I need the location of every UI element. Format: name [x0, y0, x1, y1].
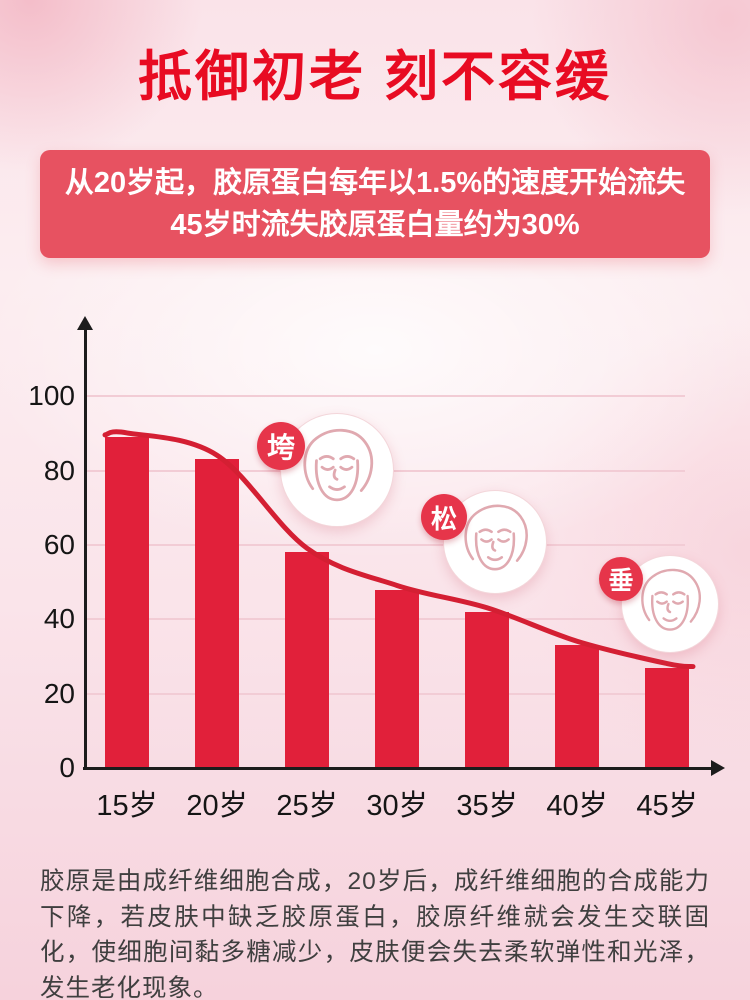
bar-30岁 — [375, 589, 419, 768]
x-tick-label-20岁: 20岁 — [186, 790, 248, 823]
x-tick-label-45岁: 45岁 — [636, 790, 698, 823]
y-tick-label-40: 40 — [43, 603, 75, 635]
x-tick-label-40岁: 40岁 — [546, 790, 608, 823]
bar-20岁 — [195, 459, 239, 768]
claim-banner: 从20岁起，胶原蛋白每年以1.5%的速度开始流失 45岁时流失胶原蛋白量约为30… — [40, 150, 710, 259]
y-tick-label-100: 100 — [28, 380, 75, 412]
claim-banner-line2: 45岁时流失胶原蛋白量约为30% — [170, 209, 580, 242]
page-title: 抵御初老 刻不容缓 — [137, 47, 612, 107]
x-axis — [83, 766, 713, 770]
y-tick-label-0: 0 — [59, 752, 75, 784]
gridline-100 — [85, 395, 685, 398]
y-axis-arrow-icon — [77, 316, 93, 331]
y-tick-label-60: 60 — [43, 528, 75, 560]
claim-banner-line1: 从20岁起，胶原蛋白每年以1.5%的速度开始流失 — [64, 167, 686, 200]
collagen-loss-chart: 0 20 40 60 80 100 15岁 20岁 25岁 30岁 35岁 40岁 45岁 垮松垂 — [25, 316, 730, 838]
badge-垮: 垮 — [257, 422, 305, 471]
x-tick-label-25岁: 25岁 — [276, 790, 338, 823]
y-axis — [83, 328, 87, 771]
bar-35岁 — [465, 611, 509, 768]
y-tick-label-80: 80 — [43, 454, 75, 486]
y-tick-label-20: 20 — [43, 677, 75, 709]
bar-25岁 — [285, 552, 329, 768]
x-axis-arrow-icon — [711, 760, 725, 777]
badge-垂: 垂 — [599, 557, 643, 602]
bar-40岁 — [555, 645, 599, 768]
footer-text: 胶原是由成纤维细胞合成，20岁后，成纤维细胞的合成能力下降，若皮肤中缺乏胶原蛋白… — [40, 868, 710, 1000]
bar-45岁 — [645, 667, 689, 768]
bar-15岁 — [105, 437, 149, 768]
x-tick-label-35岁: 35岁 — [456, 790, 518, 823]
x-tick-label-30岁: 30岁 — [366, 790, 428, 823]
badge-松: 松 — [421, 494, 467, 541]
gridline-60 — [85, 543, 685, 546]
x-tick-label-15岁: 15岁 — [96, 790, 158, 823]
